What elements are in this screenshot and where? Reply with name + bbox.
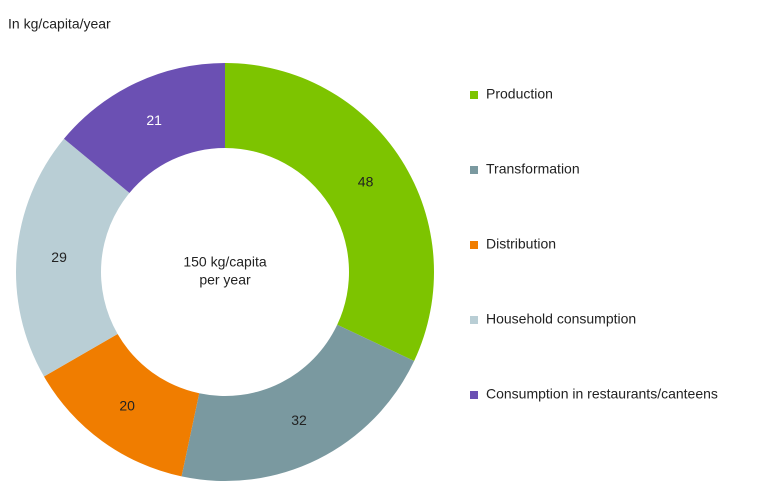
- legend-swatch: [470, 166, 478, 174]
- data-label: 48: [358, 173, 374, 189]
- data-label: 21: [146, 112, 162, 128]
- legend-label: Transformation: [486, 161, 580, 177]
- data-label: 20: [119, 397, 135, 413]
- donut-segment: [181, 324, 415, 482]
- legend-swatch: [470, 241, 478, 249]
- donut-segment: [44, 334, 200, 477]
- center-label: per year: [199, 272, 251, 288]
- chart-subtitle: In kg/capita/year: [8, 16, 111, 32]
- center-label: 150 kg/capita: [183, 254, 266, 270]
- donut-segment: [225, 63, 434, 361]
- legend-swatch: [470, 91, 478, 99]
- donut-segment: [15, 138, 130, 377]
- data-label: 29: [51, 249, 67, 265]
- data-label: 32: [291, 412, 307, 428]
- legend-label: Production: [486, 86, 553, 102]
- legend-swatch: [470, 391, 478, 399]
- legend-swatch: [470, 316, 478, 324]
- legend-label: Household consumption: [486, 311, 636, 327]
- legend-label: Distribution: [486, 236, 556, 252]
- donut-segment: [63, 62, 225, 193]
- legend-label: Consumption in restaurants/canteens: [486, 386, 718, 402]
